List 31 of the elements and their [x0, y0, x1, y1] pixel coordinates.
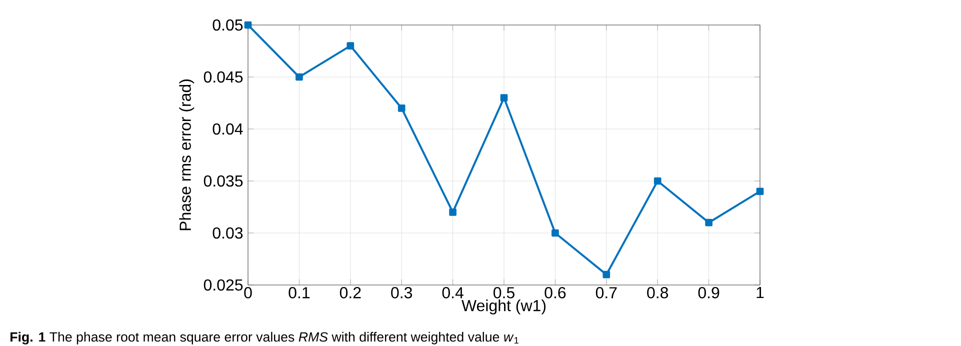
point — [449, 208, 456, 216]
x-tick-label: 1 — [756, 287, 764, 298]
x-tick-label: 0.4 — [442, 287, 464, 298]
text: Fig. 1 The phase root mean square error values RMS with different weighted value w$_{1}$ — [10, 332, 518, 344]
y-tick-label: 0.045 — [204, 71, 243, 83]
x-tick-label: 0.7 — [596, 287, 617, 298]
y-tick-label: 0.03 — [212, 227, 243, 239]
y-axis-title: Phase rms error (rad) — [179, 80, 194, 230]
x-tick-label: 0 — [244, 287, 252, 298]
point — [756, 188, 764, 196]
point — [500, 94, 508, 102]
y-tick-label: 0.025 — [204, 279, 243, 291]
point — [244, 21, 252, 29]
point — [398, 104, 406, 112]
x-tick-label: 0.9 — [698, 287, 720, 298]
x-tick-label: 0.6 — [544, 287, 566, 298]
point — [346, 42, 354, 50]
x-tick-label: 0.1 — [288, 287, 310, 298]
x-tick-label: 0.2 — [340, 287, 361, 298]
x-tick-label: 0.5 — [494, 287, 514, 298]
x-axis-title: Weight (w1) — [462, 300, 546, 314]
x-tick-label: 0.3 — [391, 287, 412, 298]
point — [602, 270, 610, 278]
point — [705, 218, 712, 226]
y-tick-label: 0.04 — [212, 123, 243, 135]
x-tick-label: 0.8 — [647, 287, 668, 298]
point — [654, 177, 662, 185]
y-tick-label: 0.035 — [204, 175, 243, 187]
y-tick-label: 0.05 — [212, 19, 243, 31]
point — [552, 229, 559, 237]
point — [296, 73, 303, 81]
